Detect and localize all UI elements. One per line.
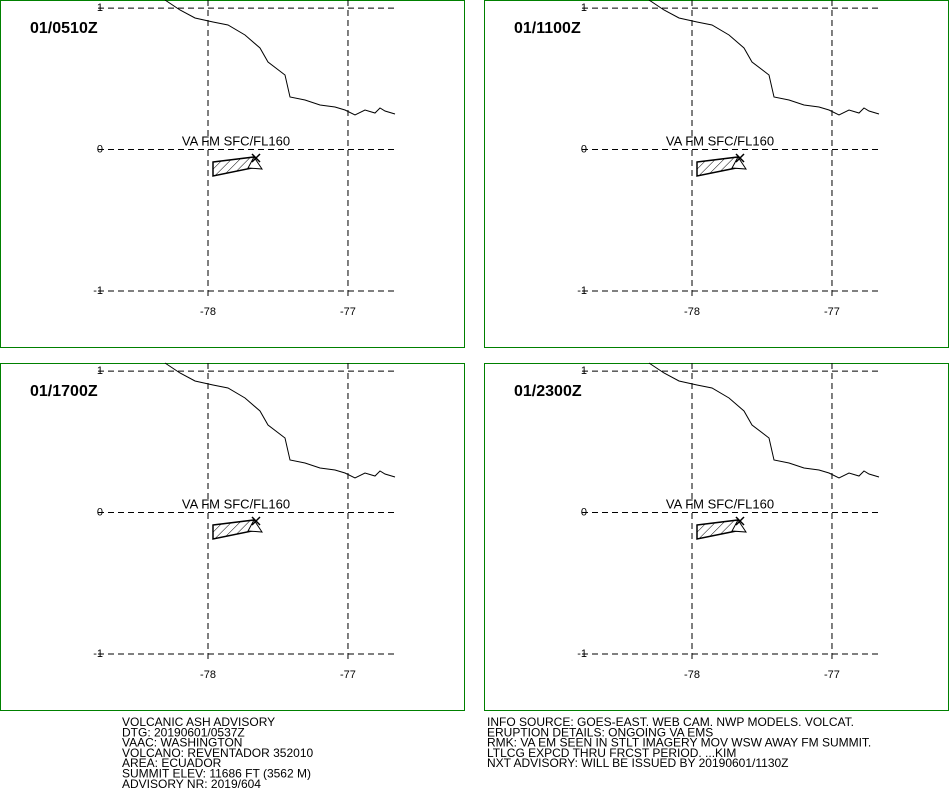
volcano-symbol bbox=[251, 153, 261, 163]
layer-label: VA FM SFC/FL160 bbox=[666, 496, 774, 511]
layer-label: VA FM SFC/FL160 bbox=[182, 133, 290, 148]
coastline bbox=[648, 0, 880, 116]
lon-label: -77 bbox=[824, 306, 840, 318]
lon-label: -78 bbox=[684, 306, 700, 318]
advisory-line: VOLCANIC ASH ADVISORY bbox=[122, 715, 275, 729]
advisory-line: AREA: ECUADOR bbox=[122, 756, 222, 770]
lat-label: 1 bbox=[581, 365, 587, 377]
lon-label: -78 bbox=[684, 669, 700, 681]
lat-label: 1 bbox=[581, 2, 587, 14]
panel-border bbox=[484, 0, 949, 348]
map-panel: 1 0 -1 -78 -77 VA FM SFC/FL160 01/1700Z bbox=[0, 362, 465, 711]
lat-label: 0 bbox=[581, 506, 587, 518]
lon-label: -77 bbox=[824, 669, 840, 681]
lat-label: -1 bbox=[577, 285, 587, 297]
lat-label: -1 bbox=[93, 285, 103, 297]
lon-label: -77 bbox=[340, 306, 356, 318]
ash-area-tip bbox=[731, 519, 747, 533]
advisory-line: SUMMIT ELEV: 11686 FT (3562 M) bbox=[122, 767, 311, 781]
advisory-line: VOLCANO: REVENTADOR 352010 bbox=[122, 746, 314, 760]
lat-label: 0 bbox=[97, 143, 103, 155]
valid-time: 01/1100Z bbox=[514, 20, 581, 37]
volcano-symbol bbox=[251, 516, 261, 526]
map-panel: 1 0 -1 -78 -77 VA FM SFC/FL160 01/2300Z bbox=[484, 362, 949, 711]
advisory-line: ADVISORY NR: 2019/604 bbox=[122, 777, 261, 791]
advisory-line: RMK: VA EM SEEN IN STLT IMAGERY MOV WSW … bbox=[487, 736, 871, 750]
map-panel: 1 0 -1 -78 -77 VA FM SFC/FL160 01/0510Z bbox=[0, 0, 465, 348]
valid-time: 01/0510Z bbox=[30, 20, 98, 37]
panel-border bbox=[484, 363, 949, 711]
map-panel: 1 0 -1 -78 -77 VA FM SFC/FL160 01/1100Z bbox=[484, 0, 949, 348]
coastline bbox=[648, 362, 880, 479]
ash-area-tip bbox=[731, 156, 747, 170]
advisory-line: NXT ADVISORY: WILL BE ISSUED BY 20190601… bbox=[487, 756, 789, 770]
lat-label: 0 bbox=[581, 143, 587, 155]
ash-area-tip bbox=[247, 519, 263, 533]
advisory-line: INFO SOURCE: GOES-EAST. WEB CAM. NWP MOD… bbox=[487, 715, 854, 729]
panel-border bbox=[0, 0, 465, 348]
layer-label: VA FM SFC/FL160 bbox=[182, 496, 290, 511]
advisory-line: DTG: 20190601/0537Z bbox=[122, 725, 245, 739]
lat-label: 1 bbox=[97, 365, 103, 377]
lat-label: 0 bbox=[97, 506, 103, 518]
lat-label: -1 bbox=[93, 648, 103, 660]
valid-time: 01/1700Z bbox=[30, 383, 98, 400]
advisory-line: ERUPTION DETAILS: ONGOING VA EMS bbox=[487, 725, 713, 739]
panel-border bbox=[0, 363, 465, 711]
ash-area-tip bbox=[247, 156, 263, 170]
lon-label: -77 bbox=[340, 669, 356, 681]
valid-time: 01/2300Z bbox=[514, 383, 582, 400]
volcano-symbol bbox=[735, 153, 745, 163]
lat-label: 1 bbox=[97, 2, 103, 14]
volcano-symbol bbox=[735, 516, 745, 526]
coastline bbox=[164, 362, 396, 479]
lon-label: -78 bbox=[200, 306, 216, 318]
lon-label: -78 bbox=[200, 669, 216, 681]
coastline bbox=[164, 0, 396, 116]
advisory-line: LTLCG EXPCD THRU FRCST PERIOD. ...KIM bbox=[487, 746, 736, 760]
lat-label: -1 bbox=[577, 648, 587, 660]
advisory-line: VAAC: WASHINGTON bbox=[122, 736, 242, 750]
layer-label: VA FM SFC/FL160 bbox=[666, 133, 774, 148]
